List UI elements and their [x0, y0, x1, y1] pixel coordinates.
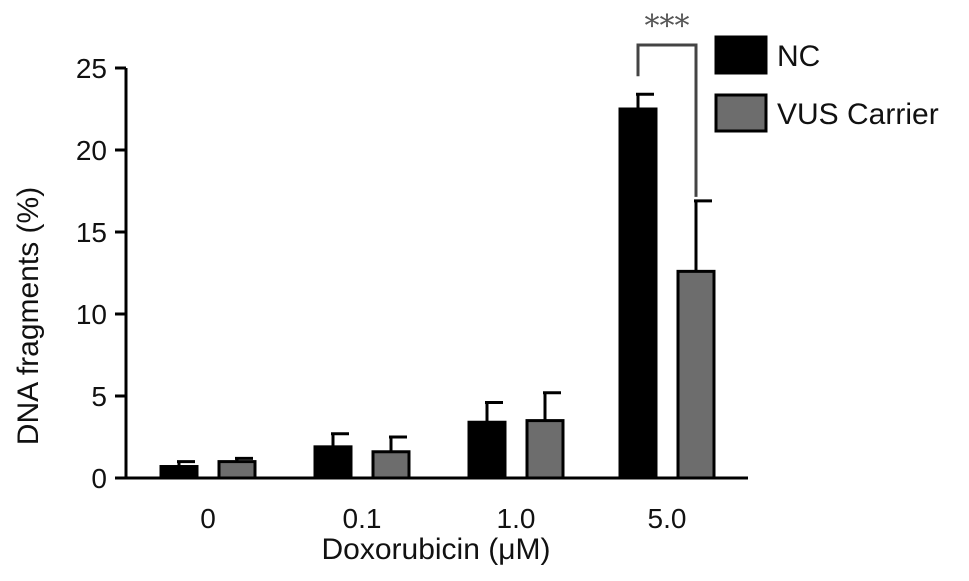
legend-swatch-nc: [714, 35, 768, 75]
bar-vus-carrier-0: [217, 460, 257, 480]
y-tick-label: 15: [76, 217, 107, 248]
y-axis-title: DNA fragments (%): [12, 187, 45, 445]
x-ticks-layer: 0 0.1 1.0 5.0: [200, 503, 686, 534]
error-bars-layer: [177, 92, 712, 467]
y-tick-label: 0: [91, 463, 107, 494]
legend: NC VUS Carrier: [714, 35, 939, 133]
axes-layer: [124, 68, 748, 480]
bar-nc-0.1: [313, 445, 353, 480]
x-tick-label: 5.0: [648, 503, 687, 534]
legend-label-vus-carrier: VUS Carrier: [777, 98, 939, 131]
bar-nc-5.0: [618, 107, 658, 480]
significance-label: ***: [645, 9, 690, 44]
bar-vus-carrier-1.0: [525, 419, 565, 480]
y-tick-label: 10: [76, 299, 107, 330]
x-tick-label: 1.0: [497, 503, 536, 534]
significance-bracket: ***: [636, 9, 698, 197]
bar-vus-carrier-5.0: [676, 269, 716, 480]
bar-nc-0: [159, 465, 199, 480]
x-tick-label: 0.1: [343, 503, 382, 534]
significance-bracket-line: [636, 43, 698, 197]
x-tick-label: 0: [200, 503, 216, 534]
y-tick-label: 25: [76, 53, 107, 84]
x-axis-title: Doxorubicin (μM): [322, 533, 551, 566]
bars-layer: [159, 107, 716, 480]
legend-label-nc: NC: [777, 40, 820, 73]
y-tick-label: 20: [76, 135, 107, 166]
bar-vus-carrier-0.1: [371, 450, 411, 480]
legend-swatch-vus-carrier: [714, 93, 768, 133]
y-tick-label: 5: [91, 381, 107, 412]
y-ticks-layer: 0 5 10 15 20 25: [76, 53, 126, 494]
bar-nc-1.0: [467, 420, 507, 480]
